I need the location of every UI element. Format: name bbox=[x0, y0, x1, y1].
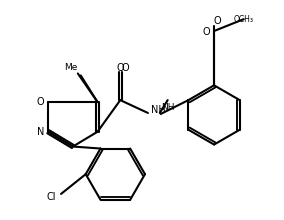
Text: OCH₃: OCH₃ bbox=[234, 15, 254, 24]
Text: O: O bbox=[121, 62, 129, 73]
Text: NH: NH bbox=[151, 105, 166, 115]
Text: Cl: Cl bbox=[47, 192, 56, 202]
Text: O: O bbox=[116, 62, 124, 73]
Text: NH: NH bbox=[161, 103, 174, 112]
Text: N: N bbox=[37, 127, 44, 137]
Text: Me: Me bbox=[64, 63, 78, 72]
Text: O: O bbox=[36, 97, 44, 107]
Text: O: O bbox=[213, 16, 221, 26]
Text: O: O bbox=[202, 27, 210, 37]
